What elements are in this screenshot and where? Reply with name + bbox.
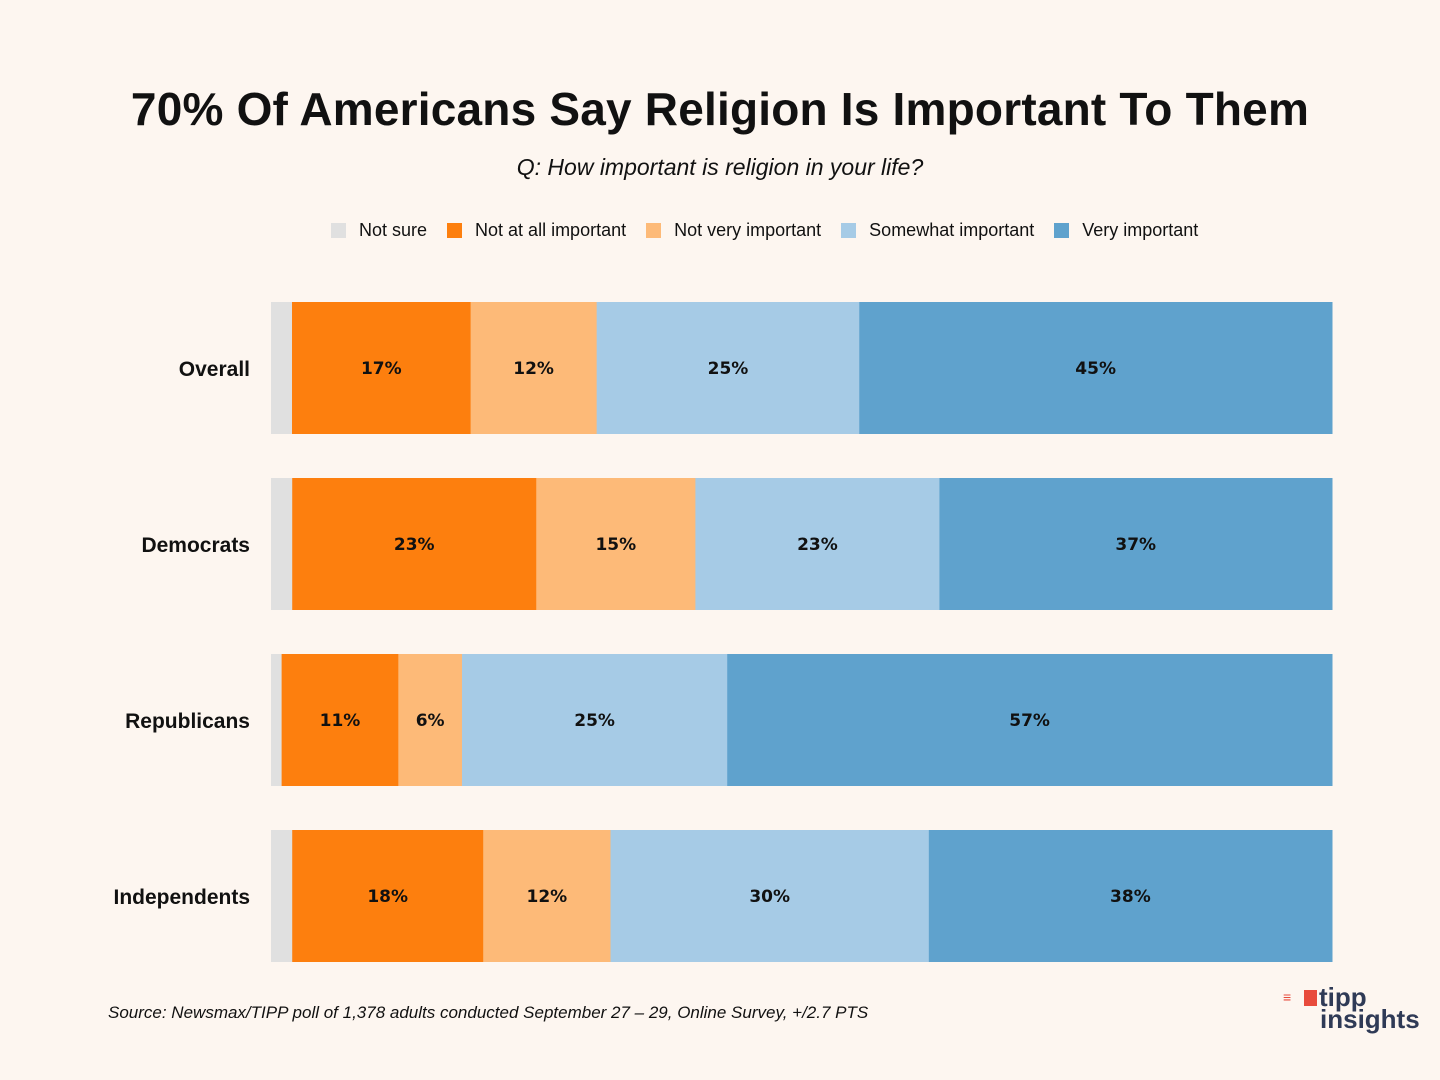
logo-rays-icon: ≡ xyxy=(1283,989,1292,1005)
logo-text-insights: insights xyxy=(1320,1004,1420,1034)
legend-swatch xyxy=(331,223,346,238)
data-label: 25% xyxy=(708,359,749,379)
bar-segment-not-very-important xyxy=(398,654,463,786)
data-label: 23% xyxy=(797,535,838,555)
data-label: 25% xyxy=(574,711,615,731)
legend-swatch xyxy=(841,223,857,238)
category-label: Republicans xyxy=(125,710,250,733)
logo-flag-icon xyxy=(1304,990,1317,1006)
bar-segment-not-sure xyxy=(271,302,293,434)
bar-segment-very-important xyxy=(727,654,1333,786)
bar-segment-not-very-important xyxy=(483,830,612,962)
legend-swatch xyxy=(646,223,662,238)
legend-label: Not very important xyxy=(674,220,822,240)
bar-segment-not-at-all-important xyxy=(292,478,537,610)
chart-title: 70% Of Americans Say Religion Is Importa… xyxy=(130,83,1310,135)
data-label: 23% xyxy=(394,535,435,555)
data-label: 45% xyxy=(1075,359,1116,379)
legend-item: Not sure xyxy=(331,220,427,241)
data-label: 18% xyxy=(367,887,408,907)
bar-segment-very-important xyxy=(859,302,1333,434)
bar-segment-somewhat-important xyxy=(461,654,728,786)
category-label: Overall xyxy=(179,358,250,381)
bar-segment-not-sure xyxy=(271,830,293,962)
bar-segment-somewhat-important xyxy=(596,302,860,434)
data-label: 15% xyxy=(595,535,636,555)
bar-segment-not-at-all-important xyxy=(292,830,484,962)
legend-label: Very important xyxy=(1082,220,1199,240)
data-label: 12% xyxy=(527,887,568,907)
legend: Not sure Not at all important Not very imp… xyxy=(331,220,1218,241)
legend-item: Very important xyxy=(1054,220,1198,241)
bar-segment-not-sure xyxy=(271,654,283,786)
data-label: 38% xyxy=(1110,887,1151,907)
bar-segment-not-very-important xyxy=(470,302,598,434)
data-label: 6% xyxy=(416,711,445,731)
bar-segment-not-at-all-important xyxy=(292,302,472,434)
chart-subtitle: Q: How important is religion in your lif… xyxy=(516,154,924,180)
bar-segment-somewhat-important xyxy=(610,830,930,962)
data-label: 30% xyxy=(749,887,790,907)
bar-segment-somewhat-important xyxy=(695,478,940,610)
data-label: 17% xyxy=(361,359,402,379)
legend-swatch xyxy=(1054,223,1070,238)
legend-label: Not at all important xyxy=(475,220,627,240)
legend-label: Somewhat important xyxy=(869,220,1035,240)
bar-segment-not-at-all-important xyxy=(281,654,399,786)
legend-item: Not very important xyxy=(646,220,821,241)
bar-segment-not-sure xyxy=(271,478,293,610)
logo-text-tipp: tipp xyxy=(1319,982,1367,1012)
legend-item: Somewhat important xyxy=(841,220,1034,241)
bar-segment-very-important xyxy=(939,478,1333,610)
data-label: 12% xyxy=(513,359,554,379)
bar-segment-very-important xyxy=(928,830,1333,962)
data-label: 57% xyxy=(1009,711,1050,731)
category-label: Democrats xyxy=(141,534,250,557)
legend-label: Not sure xyxy=(359,220,428,240)
category-label: Independents xyxy=(113,886,250,909)
tipp-insights-logo: ≡ tipp insights xyxy=(1282,982,1432,1036)
legend-item: Not at all important xyxy=(447,220,626,241)
legend-swatch xyxy=(447,223,463,238)
source-note: Source: Newsmax/TIPP poll of 1,378 adult… xyxy=(108,1003,869,1022)
data-label: 11% xyxy=(320,711,361,731)
data-label: 37% xyxy=(1115,535,1156,555)
bar-segment-not-very-important xyxy=(536,478,696,610)
